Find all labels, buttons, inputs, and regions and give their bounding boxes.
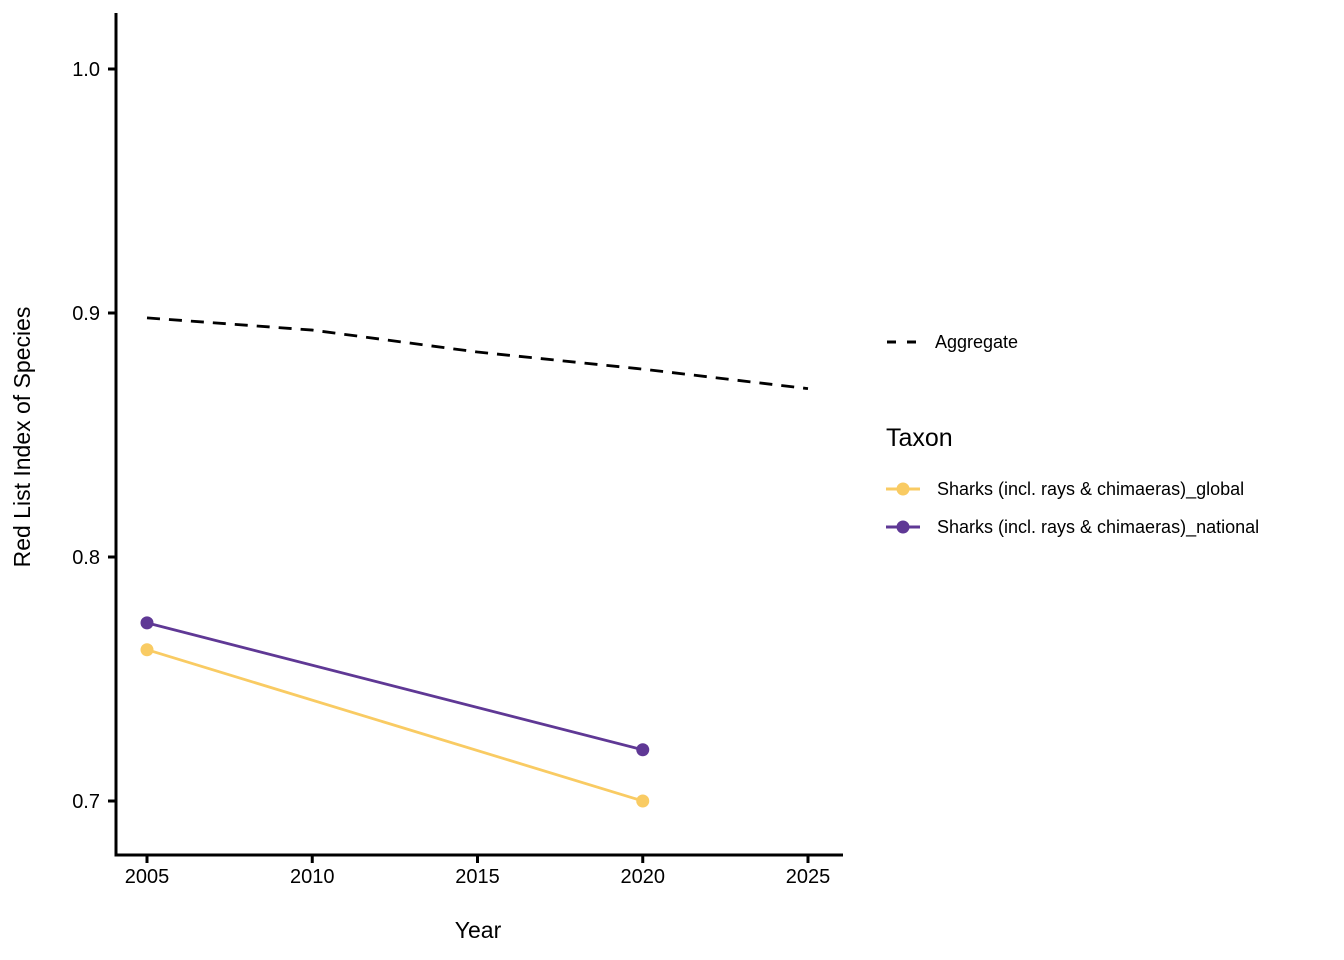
x-axis-ticks: 2005 2010 2015 2020 2025 bbox=[125, 855, 831, 888]
y-tick-label: 0.8 bbox=[72, 547, 100, 569]
y-tick-label: 1.0 bbox=[72, 59, 100, 81]
legend-entry-sharks-global: Sharks (incl. rays & chimaeras)_global bbox=[886, 477, 1244, 501]
x-tick-label: 2020 bbox=[621, 866, 666, 888]
series-point-1 bbox=[636, 794, 650, 808]
x-axis-title: Year bbox=[455, 917, 502, 943]
series-point-2 bbox=[636, 743, 650, 757]
series-line-0 bbox=[146, 316, 809, 391]
x-tick-label: 2005 bbox=[125, 866, 170, 888]
series-line-2 bbox=[146, 621, 644, 752]
series-point-1 bbox=[140, 643, 154, 657]
y-tick-label: 0.9 bbox=[72, 303, 100, 325]
x-tick-label: 2015 bbox=[455, 866, 500, 888]
legend-entry-sharks-national: Sharks (incl. rays & chimaeras)_national bbox=[886, 515, 1259, 539]
x-tick-label: 2010 bbox=[290, 866, 335, 888]
x-tick-label: 2025 bbox=[786, 866, 831, 888]
line-point-key-icon bbox=[886, 482, 920, 496]
series-line-1 bbox=[146, 648, 644, 803]
legend-entry-aggregate: Aggregate bbox=[886, 330, 1018, 354]
line-point-key-icon bbox=[886, 520, 920, 534]
dashed-line-key-icon bbox=[887, 340, 917, 344]
series-point-2 bbox=[140, 616, 154, 630]
y-axis-title: Red List Index of Species bbox=[9, 307, 35, 568]
legend-label-sharks-national: Sharks (incl. rays & chimaeras)_national bbox=[937, 516, 1260, 537]
legend-label-sharks-global: Sharks (incl. rays & chimaeras)_global bbox=[937, 478, 1245, 499]
legend-title-taxon: Taxon bbox=[886, 424, 953, 452]
series-layer bbox=[140, 316, 809, 808]
y-axis-ticks: 0.7 0.8 0.9 1.0 bbox=[72, 59, 116, 813]
y-tick-label: 0.7 bbox=[72, 791, 100, 813]
legend-label-aggregate: Aggregate bbox=[935, 331, 1019, 352]
